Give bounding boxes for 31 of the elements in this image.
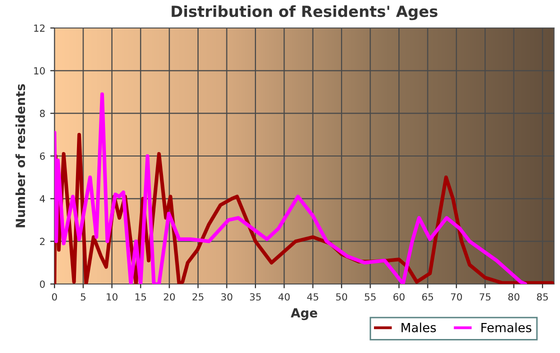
x-tick-label: 50	[336, 293, 348, 301]
legend-label: Males	[402, 322, 436, 332]
y-tick-label: 8	[40, 110, 45, 118]
y-axis-title: Number of residents	[15, 84, 26, 228]
chart-title: Distribution of Residents' Ages	[172, 5, 438, 20]
x-axis-title: Age	[290, 308, 318, 320]
y-tick-label: 4	[40, 195, 45, 202]
x-tick-label: 0	[52, 293, 57, 301]
x-tick-label: 30	[221, 293, 232, 301]
x-tick-label: 55	[364, 293, 376, 301]
x-tick-label: 25	[192, 293, 204, 301]
x-tick-label: 20	[164, 293, 175, 301]
x-tick-label: 40	[278, 293, 290, 301]
x-tick-label: 65	[422, 293, 434, 301]
x-tick-label: 60	[393, 293, 405, 301]
y-tick-label: 0	[40, 280, 45, 288]
x-tick-label: 5	[80, 293, 86, 301]
x-tick-label: 45	[307, 293, 318, 301]
x-tick-label: 85	[536, 293, 548, 301]
x-tick-label: 15	[136, 293, 146, 301]
x-tick-label: 80	[508, 293, 520, 301]
legend-label: Females	[481, 322, 532, 332]
y-tick-label: 2	[40, 238, 44, 246]
x-tick-label: 35	[250, 293, 261, 301]
x-tick-label: 75	[480, 293, 490, 301]
x-tick-label: 70	[451, 293, 462, 301]
y-tick-label: 12	[34, 24, 44, 32]
x-tick-label: 10	[106, 293, 118, 301]
line-series	[54, 92, 528, 284]
y-tick-label: 6	[40, 152, 45, 160]
y-tick-label: 10	[34, 67, 45, 74]
